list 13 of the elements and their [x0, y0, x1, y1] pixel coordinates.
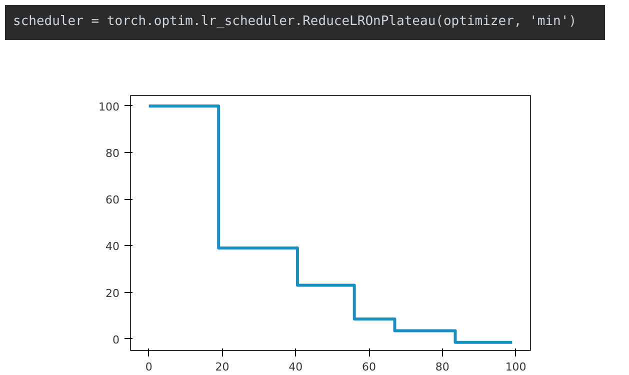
x-tick-label: 60 [362, 360, 376, 374]
x-tick-label: 20 [215, 360, 230, 374]
x-tick-label: 40 [288, 360, 303, 374]
y-tick-label: 20 [106, 286, 120, 300]
x-tick-label: 0 [145, 360, 152, 374]
x-tick-label: 80 [435, 360, 450, 374]
y-tick-label: 80 [106, 147, 120, 160]
y-tick-label: 100 [98, 100, 120, 114]
y-tick-label: 40 [106, 240, 120, 254]
chart-title: scheduler = torch.optim.lr_scheduler.ReduceLROnPlateau(optimizer, 'min') [5, 5, 605, 40]
y-tick-label: 60 [106, 194, 120, 207]
y-tick-label: 0 [112, 333, 120, 346]
x-tick-label: 100 [505, 360, 526, 374]
